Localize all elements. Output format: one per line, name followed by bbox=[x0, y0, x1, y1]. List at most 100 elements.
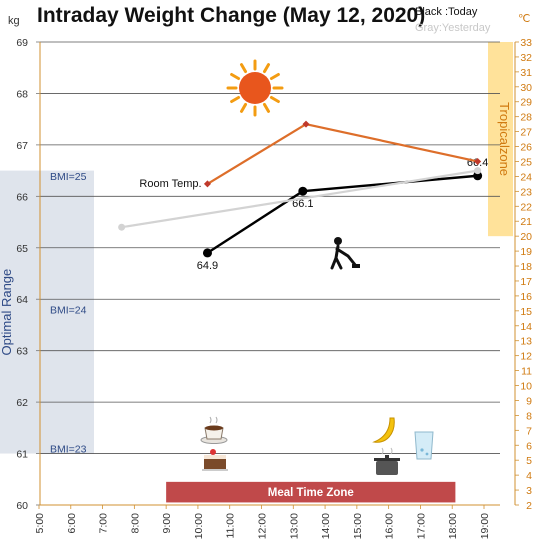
right-tick-label: 18 bbox=[520, 261, 532, 273]
room-temp-point bbox=[474, 157, 482, 166]
sun-ray bbox=[269, 73, 280, 80]
person-body bbox=[330, 244, 358, 270]
room-temp-label: Room Temp. bbox=[139, 178, 201, 190]
right-tick-label: 28 bbox=[520, 112, 532, 124]
sun-disc bbox=[239, 72, 271, 104]
right-tick-label: 24 bbox=[520, 171, 532, 183]
sun-ray bbox=[263, 63, 270, 74]
room-temp-point bbox=[203, 180, 211, 188]
optimal-range-label: Optimal Range bbox=[0, 269, 14, 356]
right-tick-label: 20 bbox=[520, 231, 532, 243]
cake-plate bbox=[202, 469, 228, 471]
right-tick-label: 17 bbox=[520, 276, 532, 288]
axes-layer: 6061626364656667686923456789101112131415… bbox=[16, 37, 532, 539]
vacuum-head bbox=[352, 264, 360, 268]
left-tick-label: 64 bbox=[16, 294, 28, 306]
sun-ray bbox=[240, 63, 247, 74]
pot-lid bbox=[374, 458, 400, 461]
right-tick-label: 30 bbox=[520, 82, 532, 94]
right-tick-label: 7 bbox=[526, 425, 532, 437]
bmi-label: BMI=23 bbox=[50, 443, 87, 455]
left-tick-label: 63 bbox=[16, 346, 28, 358]
right-tick-label: 13 bbox=[520, 336, 532, 348]
banana-icon bbox=[372, 417, 395, 443]
x-tick-label: 12:00 bbox=[257, 513, 269, 539]
series-line-yesterday bbox=[121, 169, 478, 229]
sun-ray bbox=[230, 96, 241, 103]
yesterday-point bbox=[118, 223, 126, 231]
sun-ray bbox=[230, 73, 241, 80]
person-head bbox=[334, 237, 342, 245]
right-tick-label: 31 bbox=[520, 67, 532, 79]
x-tick-label: 5:00 bbox=[34, 513, 46, 534]
cake-cream bbox=[204, 455, 226, 459]
right-tick-label: 12 bbox=[520, 351, 532, 363]
grid-layer bbox=[40, 41, 500, 506]
banana bbox=[372, 417, 395, 443]
x-tick-label: 8:00 bbox=[129, 513, 141, 534]
right-tick-label: 33 bbox=[520, 37, 532, 49]
sun-icon bbox=[226, 59, 284, 117]
icons-layer bbox=[200, 59, 434, 475]
bmi-label: BMI=25 bbox=[50, 171, 87, 183]
optimal-range-band bbox=[0, 170, 94, 454]
left-tick-label: 69 bbox=[16, 37, 28, 49]
pot-body bbox=[376, 461, 398, 475]
meal-time-band bbox=[166, 481, 456, 503]
room-temp-point bbox=[302, 120, 310, 128]
right-tick-label: 9 bbox=[526, 395, 532, 407]
right-tick-label: 26 bbox=[520, 142, 532, 154]
bmi-label: BMI=24 bbox=[50, 305, 87, 317]
right-tick-label: 6 bbox=[526, 440, 532, 452]
cooking-pot-icon bbox=[374, 447, 400, 475]
left-tick-label: 68 bbox=[16, 88, 28, 100]
x-tick-label: 13:00 bbox=[288, 513, 300, 539]
right-tick-label: 4 bbox=[526, 470, 532, 482]
text-layer: Intraday Weight Change (May 12, 2020) Bl… bbox=[0, 4, 530, 499]
right-tick-label: 3 bbox=[526, 485, 532, 497]
left-tick-label: 60 bbox=[16, 500, 28, 512]
meal-time-label: Meal Time Zone bbox=[268, 487, 354, 499]
x-tick-label: 19:00 bbox=[479, 513, 491, 539]
right-tick-label: 23 bbox=[520, 186, 532, 198]
tropical-zone-label: Tropicalzone bbox=[497, 102, 512, 176]
series-line-room-temp- bbox=[206, 122, 478, 185]
right-tick-label: 32 bbox=[520, 52, 532, 64]
x-tick-label: 17:00 bbox=[415, 513, 427, 539]
right-axis-unit: ℃ bbox=[518, 13, 530, 25]
bubble bbox=[425, 452, 429, 456]
left-tick-label: 66 bbox=[16, 191, 28, 203]
series-layer: 64.966.166.4 bbox=[118, 120, 488, 272]
right-tick-label: 15 bbox=[520, 306, 532, 318]
right-tick-label: 16 bbox=[520, 291, 532, 303]
bands-layer bbox=[0, 42, 513, 503]
right-tick-label: 29 bbox=[520, 97, 532, 109]
x-tick-label: 15:00 bbox=[352, 513, 364, 539]
cake-icon bbox=[202, 449, 228, 471]
x-tick-label: 18:00 bbox=[447, 513, 459, 539]
today-value-label: 64.9 bbox=[197, 260, 218, 272]
water-glass-icon bbox=[414, 431, 434, 460]
today-point bbox=[298, 186, 308, 196]
today-point bbox=[473, 171, 483, 181]
x-tick-label: 14:00 bbox=[320, 513, 332, 539]
yesterday-point bbox=[474, 167, 482, 175]
right-tick-label: 22 bbox=[520, 201, 532, 213]
steam bbox=[381, 447, 393, 455]
left-axis-unit: kg bbox=[8, 15, 20, 27]
right-tick-label: 11 bbox=[521, 366, 532, 378]
series-line-today bbox=[206, 174, 478, 254]
today-point bbox=[202, 248, 212, 258]
x-tick-label: 6:00 bbox=[66, 513, 78, 534]
right-tick-label: 14 bbox=[520, 321, 532, 333]
right-tick-label: 27 bbox=[520, 127, 532, 139]
cake-cherry bbox=[210, 449, 216, 455]
right-tick-label: 8 bbox=[526, 410, 532, 422]
x-tick-label: 10:00 bbox=[193, 513, 205, 539]
left-tick-label: 67 bbox=[16, 140, 28, 152]
legend-today: Black :Today bbox=[415, 6, 478, 18]
sun-ray bbox=[269, 96, 280, 103]
glass bbox=[414, 431, 434, 460]
cake-base bbox=[204, 457, 226, 469]
